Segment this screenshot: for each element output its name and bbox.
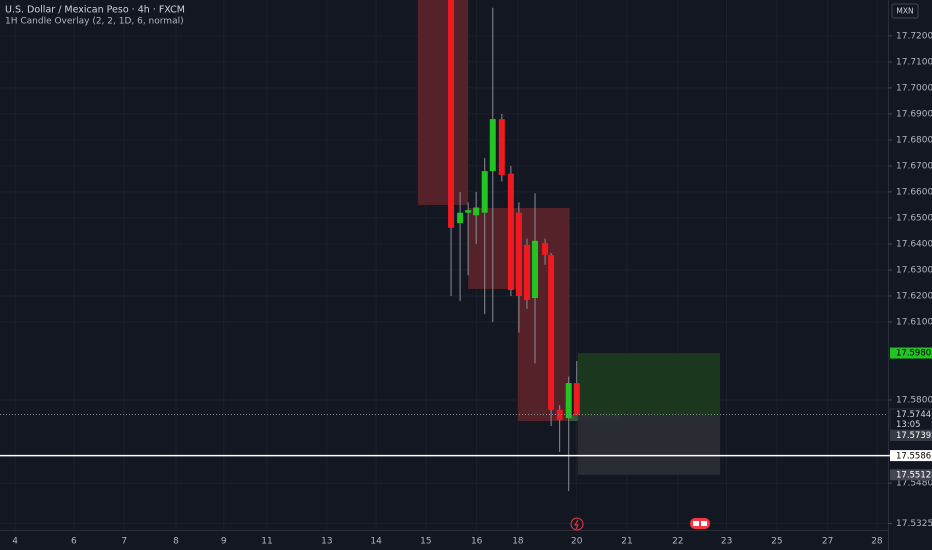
- overlay-box: [417, 0, 469, 205]
- x-tick-label: 27: [822, 537, 833, 547]
- y-tick-label: 17.64000: [896, 239, 932, 249]
- x-tick-label: 9: [221, 537, 227, 547]
- y-tick-label: 17.67000: [896, 161, 932, 171]
- overlay-box: [517, 208, 570, 422]
- x-tick-label: 21: [621, 537, 632, 547]
- x-tick-label: 11: [261, 537, 272, 547]
- candle-body: [465, 210, 472, 213]
- x-tick-label: 28: [871, 537, 883, 547]
- price-badge: [890, 469, 932, 481]
- position-target-zone: [577, 353, 721, 416]
- x-tick-label: 13: [321, 537, 332, 547]
- event-icon[interactable]: [690, 518, 710, 529]
- y-tick-label: 17.54800: [896, 479, 932, 489]
- candle-body: [481, 171, 488, 213]
- indicator-label[interactable]: 1H Candle Overlay (2, 2, 1D, 6, normal): [5, 17, 184, 27]
- event-icon[interactable]: [701, 521, 707, 526]
- candle-body: [473, 207, 480, 216]
- x-tick-label: 8: [173, 537, 179, 547]
- y-tick-label: 17.63000: [896, 265, 932, 275]
- x-tick-label: 6: [71, 537, 77, 547]
- countdown-label: 13:05: [896, 420, 921, 430]
- candle-body: [498, 119, 505, 176]
- price-badge-label: 17.55123: [896, 470, 932, 480]
- y-tick-label: 17.53250: [896, 519, 932, 529]
- candle-body: [457, 212, 464, 224]
- x-tick-label: 18: [512, 537, 524, 547]
- candle-body: [489, 119, 496, 172]
- x-tick-label: 22: [672, 537, 683, 547]
- candle-body: [515, 212, 522, 296]
- candle-body: [556, 409, 563, 420]
- candle-body: [548, 254, 555, 410]
- y-tick-label: 17.65000: [896, 213, 932, 223]
- y-tick-label: 17.62000: [896, 291, 932, 301]
- y-tick-label: 17.70000: [896, 83, 932, 93]
- y-tick-label: 17.66000: [896, 187, 932, 197]
- event-icon[interactable]: [574, 519, 579, 530]
- x-tick-label: 7: [121, 537, 127, 547]
- price-badge-label: 17.59805: [896, 349, 932, 359]
- x-tick-label: 23: [721, 537, 732, 547]
- event-icon[interactable]: [570, 517, 584, 531]
- x-tick-label: 4: [12, 537, 18, 547]
- price-badge: [890, 347, 932, 359]
- grid: [0, 0, 888, 530]
- candle-body: [565, 383, 572, 419]
- candle-body: [542, 242, 549, 255]
- axes: 17.72000 17.71000 17.70000 17.69000 17.68000…: [12, 31, 932, 546]
- event-icon[interactable]: [570, 517, 584, 531]
- currency-label[interactable]: MXN: [896, 7, 913, 16]
- chart-title: U.S. Dollar / Mexican Peso · 4h · FXCM: [5, 5, 185, 16]
- candle-body: [448, 0, 455, 228]
- price-badge: [890, 430, 932, 442]
- x-tick-label: 20: [571, 537, 583, 547]
- x-tick-label: 14: [370, 537, 382, 547]
- y-tick-label: 17.61000: [896, 317, 932, 327]
- x-tick-label: 15: [420, 537, 431, 547]
- plot-area: [0, 0, 888, 491]
- x-tick-label: 16: [471, 537, 483, 547]
- y-tick-label: 17.69000: [896, 109, 932, 119]
- event-icon[interactable]: [690, 518, 710, 529]
- currency-badge[interactable]: [891, 3, 919, 19]
- event-icon[interactable]: [693, 521, 699, 526]
- y-tick-label: 17.72000: [896, 31, 932, 41]
- candle-body: [507, 173, 514, 290]
- position-stop-zone: [577, 415, 721, 475]
- price-badge-label: 17.57392: [896, 431, 932, 441]
- x-tick-label: 25: [771, 537, 782, 547]
- y-tick-label: 17.71000: [896, 57, 932, 67]
- candle-body: [532, 240, 539, 299]
- candle-body: [523, 244, 530, 300]
- candle-body: [573, 383, 580, 416]
- price-badge: [890, 450, 932, 462]
- y-tick-label: 17.68000: [896, 135, 932, 145]
- y-tick-label: 17.58000: [896, 395, 932, 405]
